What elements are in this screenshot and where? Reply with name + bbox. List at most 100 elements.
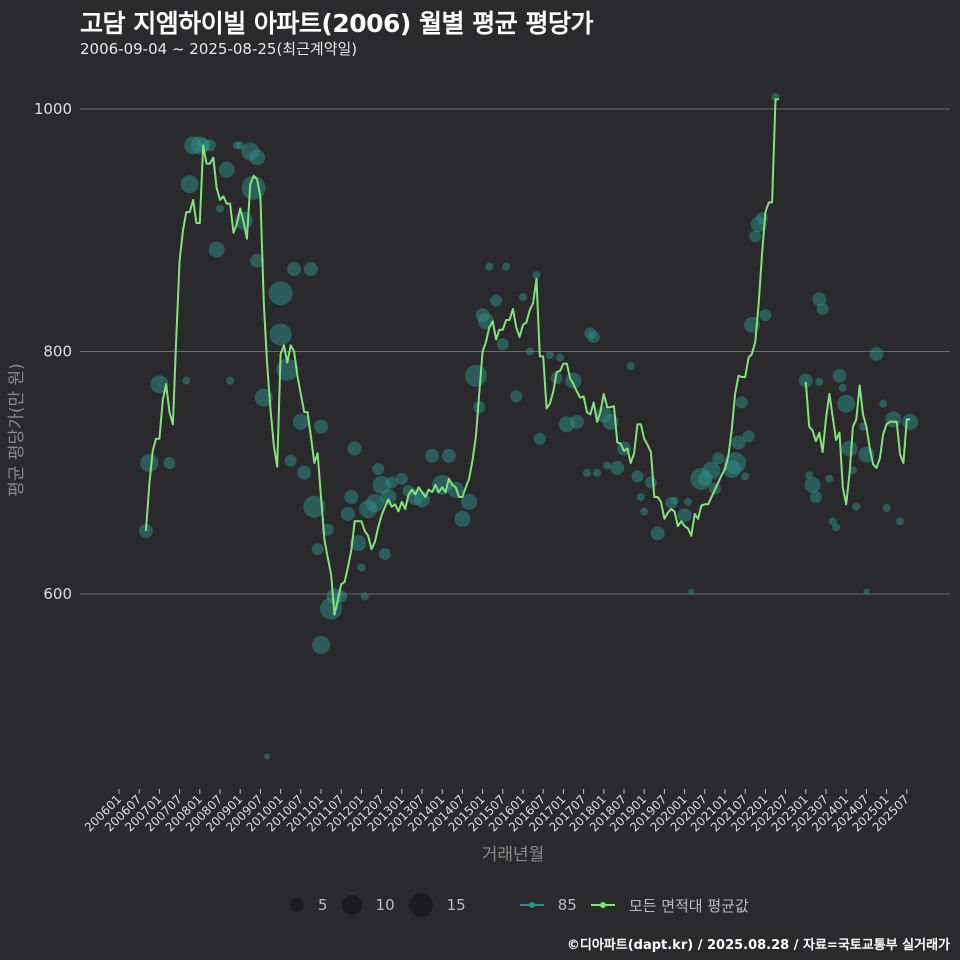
bubble-point	[832, 523, 841, 532]
bubble-point	[593, 468, 602, 477]
bubble-point	[688, 588, 695, 595]
bubble-point	[731, 435, 746, 450]
bubble-point	[236, 141, 245, 150]
bubble-point	[208, 241, 225, 258]
bubble-point	[644, 476, 657, 489]
bubble-point	[150, 375, 169, 394]
bubble-point	[533, 432, 546, 445]
bubble-point	[216, 204, 224, 213]
bubble-point	[832, 368, 847, 383]
bubble-point	[297, 465, 312, 480]
bubble-point	[140, 454, 159, 473]
bubble-point	[896, 517, 905, 526]
chart-title: 고담 지엠하이빌 아파트(2006) 월별 평균 평당가	[80, 9, 593, 38]
bubble-point	[344, 490, 359, 504]
bubble-point	[378, 547, 391, 560]
bubble-point	[485, 262, 494, 271]
bubble-point	[869, 346, 884, 361]
bubble-point	[631, 470, 644, 483]
bubble-point	[490, 294, 503, 307]
bubble-point	[464, 364, 487, 387]
bubble-point	[816, 303, 829, 316]
bubble-point	[461, 493, 478, 510]
bubble-point	[735, 396, 748, 409]
bubble-point	[863, 588, 870, 595]
bubble-point	[815, 377, 824, 386]
bubble-point	[241, 175, 266, 200]
bubble-point	[828, 517, 837, 526]
circle-icon	[290, 898, 304, 912]
bubble-point	[724, 452, 747, 475]
x-axis-title: 거래년월	[482, 845, 545, 865]
bubble-point	[636, 493, 645, 501]
bubble-point	[712, 452, 725, 465]
bubble-point	[525, 347, 534, 356]
bubble-point	[311, 543, 324, 556]
bubble-point	[812, 292, 827, 307]
y-tick-label: 600	[43, 585, 72, 603]
legend-label: 5	[318, 896, 328, 914]
bubble-point	[749, 230, 762, 243]
bubble-point	[249, 149, 266, 166]
bubble-point	[879, 399, 888, 408]
bubble-point	[556, 353, 565, 362]
bubble-point	[163, 457, 176, 470]
bubble-point	[804, 476, 821, 493]
bubble-point	[759, 309, 772, 322]
bubble-point	[610, 460, 625, 475]
bubble-point	[742, 430, 755, 443]
bubble-point	[254, 388, 273, 407]
legend-line-item: 85	[519, 896, 577, 914]
bubble-point	[268, 281, 293, 306]
legend-label: 10	[375, 896, 395, 914]
bubble-point	[885, 411, 902, 428]
line-swatch-icon	[519, 902, 544, 908]
bubble-point	[587, 330, 600, 343]
bubble-point	[848, 466, 857, 475]
bubble-point	[380, 489, 397, 505]
bubble-point	[569, 414, 584, 429]
bubble-point	[841, 440, 858, 457]
grid-lines	[80, 108, 950, 595]
bubble-point	[550, 372, 563, 385]
bubble-point	[626, 362, 635, 371]
bubble-point	[441, 448, 456, 463]
bubble-point	[603, 461, 612, 470]
bubble-point	[350, 535, 367, 552]
legend-size-item: 10	[341, 895, 395, 915]
bubble-point	[276, 358, 299, 381]
bubble-point	[640, 507, 649, 516]
legend-line-item: 모든 면적대 평균값	[590, 895, 749, 916]
bubble-point	[902, 413, 919, 430]
bubble-point	[357, 563, 366, 572]
bubble-point	[496, 338, 509, 351]
bubble-point	[269, 323, 292, 346]
bubble-point	[347, 441, 362, 456]
bubble-point	[798, 373, 813, 388]
bubble-point	[677, 508, 692, 523]
y-axis: 600 800 1000	[34, 100, 72, 603]
footer-credit: ©디아파트(dapt.kr) / 2025.08.28 / 자료=국토교통부 실…	[566, 938, 950, 953]
line-series	[144, 98, 911, 616]
bubble-point	[292, 413, 309, 430]
average-price-line	[804, 381, 911, 506]
bubble-series	[138, 92, 919, 760]
bubble-point	[882, 503, 891, 512]
legend-size-item: 15	[408, 893, 466, 917]
legend-label: 85	[557, 896, 577, 914]
legend-label: 모든 면적대 평균값	[628, 896, 749, 915]
bubble-point	[385, 476, 398, 489]
bubble-point	[838, 383, 847, 392]
bubble-point	[670, 496, 679, 505]
legend: 5 10 15 85 모든 면적대 평균값	[290, 893, 763, 917]
line-legend: 85 모든 면적대 평균값	[519, 895, 763, 916]
bubble-point	[365, 494, 384, 513]
bubble-point	[545, 351, 554, 360]
bubble-point	[425, 448, 440, 463]
bubble-point	[852, 502, 861, 511]
bubble-point	[395, 472, 408, 485]
bubble-point	[532, 271, 541, 280]
bubble-point	[519, 292, 527, 301]
bubble-point	[650, 526, 665, 541]
bubble-point	[340, 506, 355, 521]
